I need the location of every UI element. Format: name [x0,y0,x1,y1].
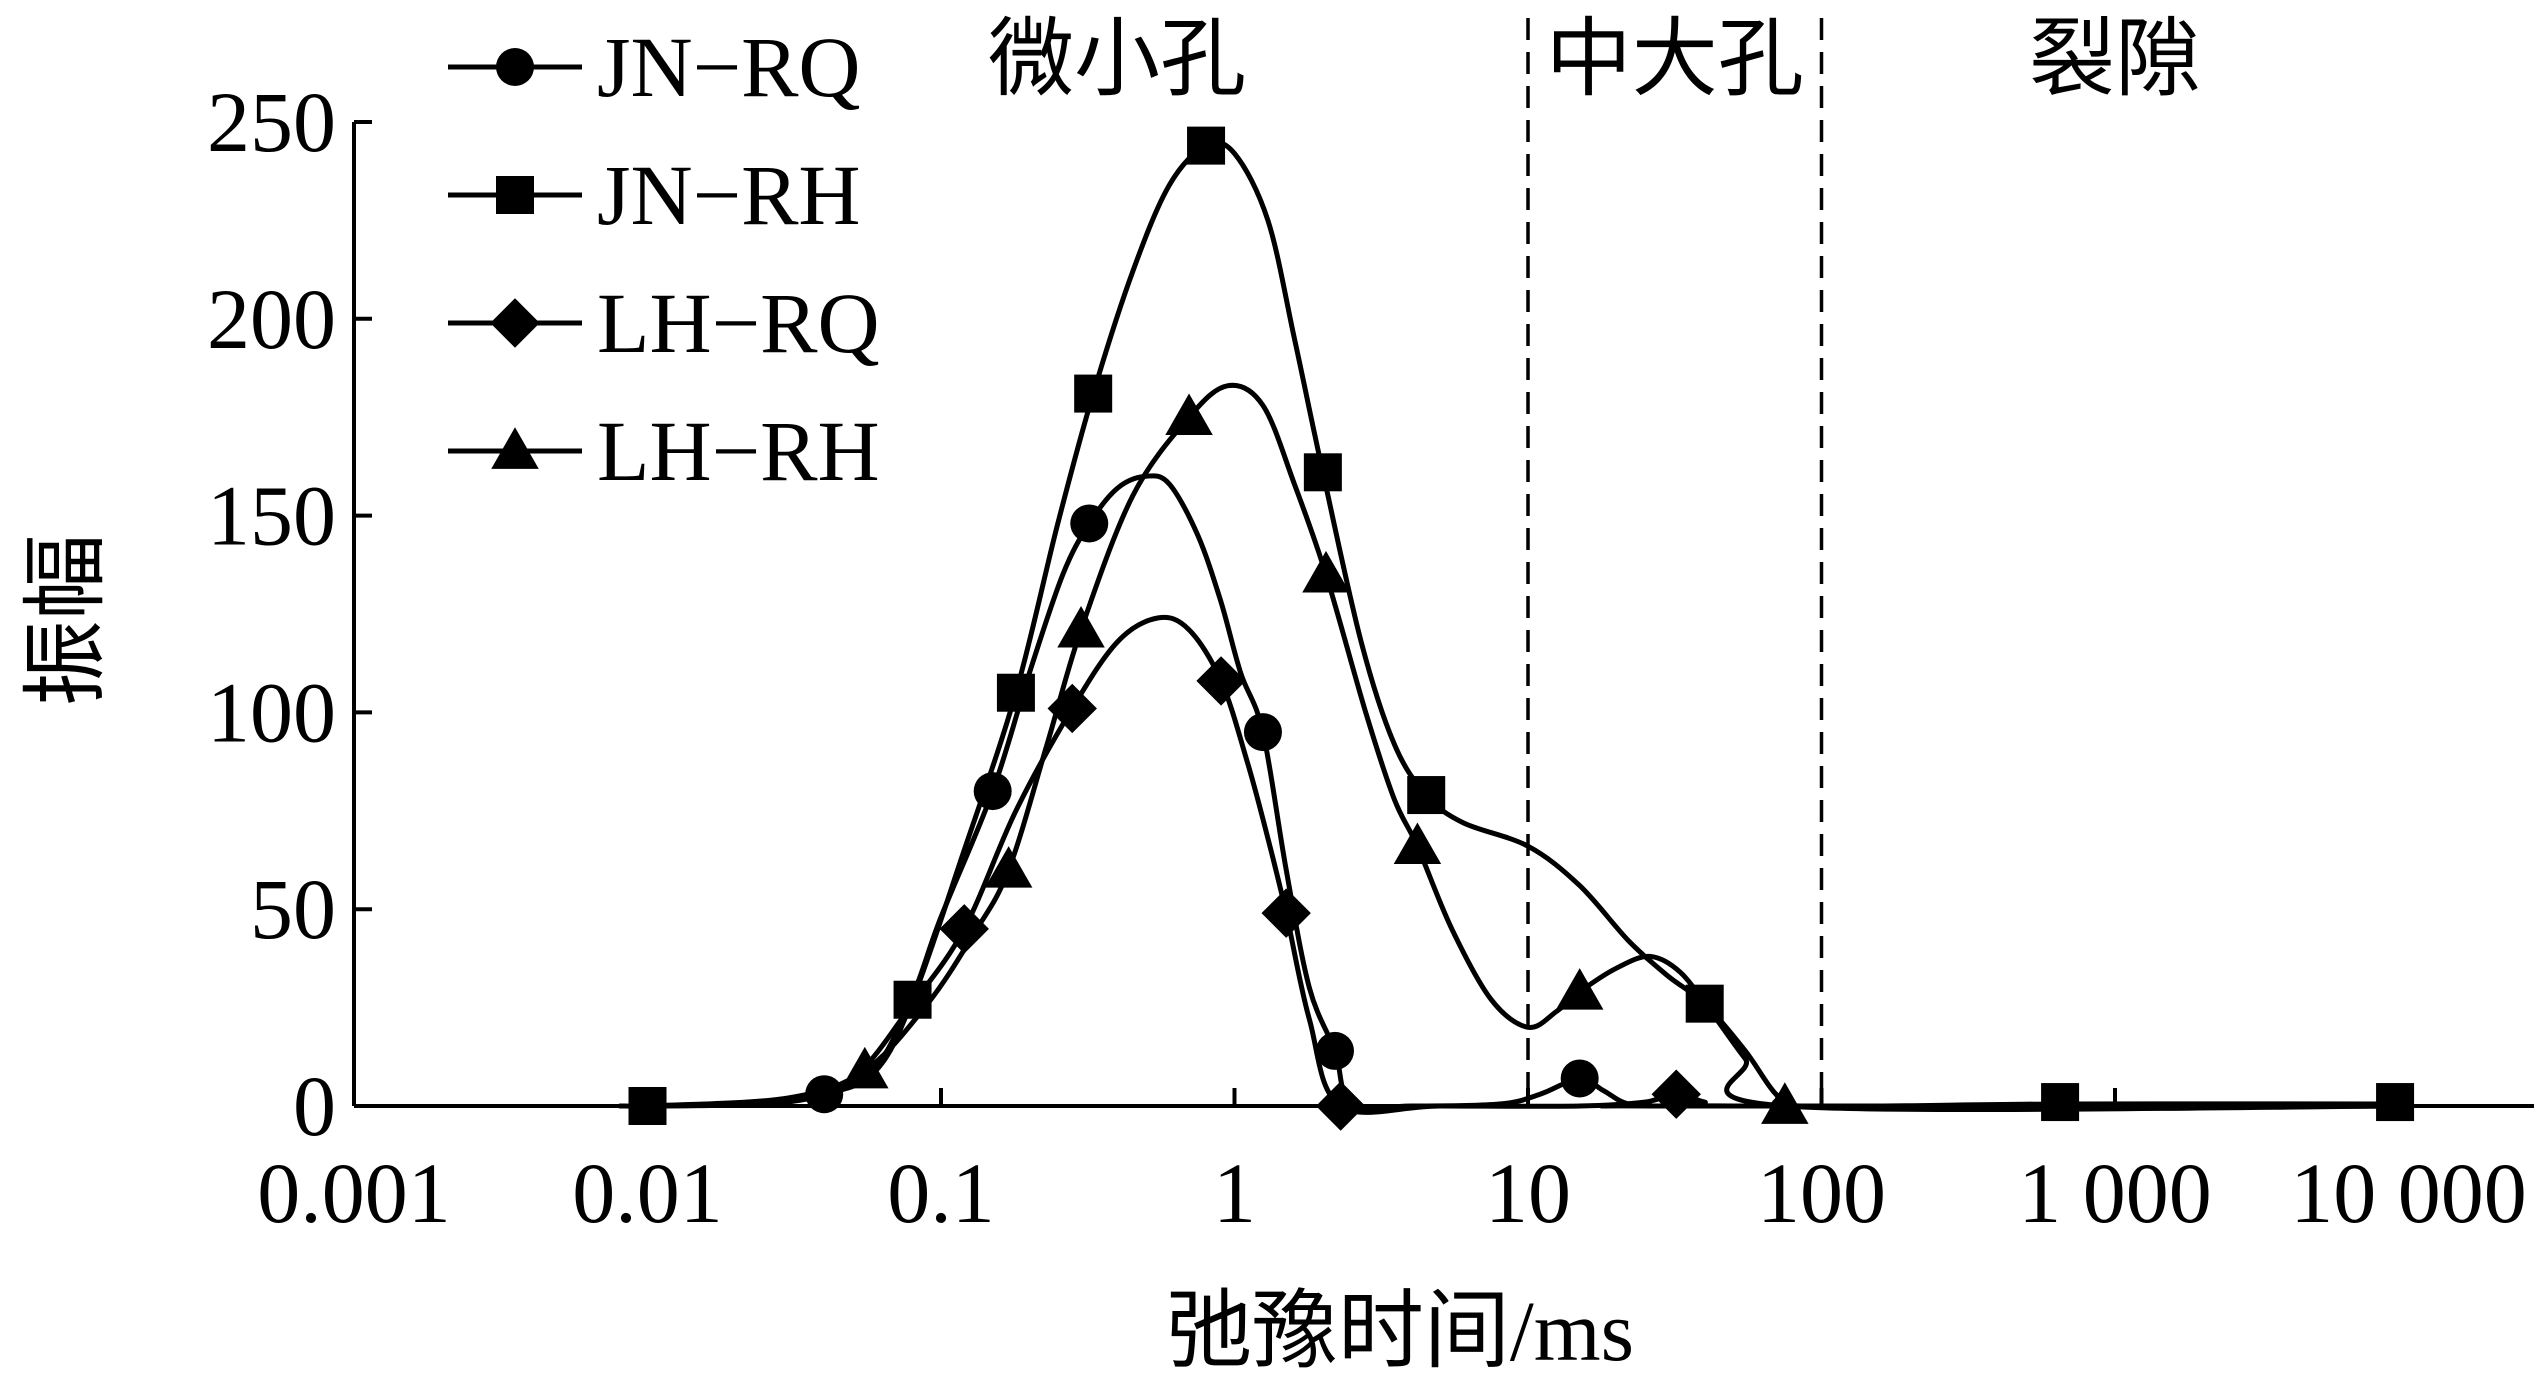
legend-marker [491,427,539,469]
y-tick-label: 200 [207,271,336,367]
region-label: 中大孔 [1546,11,1804,107]
data-point-triangle [984,846,1033,888]
data-point-circle [1316,1031,1355,1070]
x-tick-label: 100 [1757,1145,1886,1241]
legend-label: JN−RH [597,147,861,243]
data-point-diamond [1651,1069,1701,1119]
data-point-circle [1560,1059,1599,1098]
data-point-diamond [1261,888,1311,938]
data-point-square [1187,126,1226,165]
data-point-square [1303,453,1342,492]
legend-label: LH−RQ [597,275,880,371]
legend-label: LH−RH [597,403,880,499]
series-line [619,140,2396,1109]
x-tick-label: 10 [1485,1145,1571,1241]
axis-ticks: 0 50 100 150 200 250 0.001 0.01 0.1 1 10 100 1 000 10… [207,74,2527,1241]
data-point-triangle [1555,968,1604,1010]
x-axis-title: 弛豫时间/ms [1166,1283,1634,1379]
data-point-square [893,980,932,1019]
legend-marker [490,298,540,348]
x-tick-label: 0.01 [572,1145,723,1241]
data-point-square [1074,374,1113,413]
data-point-triangle [1057,605,1105,648]
data-point-diamond [1196,656,1246,706]
series-curves [619,140,2409,1115]
y-axis-title: 振幅 [18,534,114,706]
data-point-square [1685,984,1724,1023]
data-point-circle [805,1075,844,1114]
data-point-triangle [1165,393,1213,436]
data-point-triangle [1302,550,1350,593]
data-point-square [996,673,1035,712]
data-point-diamond [939,904,989,954]
y-tick-label: 50 [250,861,336,957]
region-labels: 微小孔 中大孔 裂隙 [988,11,2201,107]
data-point-diamond [1047,683,1097,734]
legend-label: JN−RQ [597,19,861,115]
y-tick-label: 250 [207,74,336,170]
data-point-circle [1070,504,1109,543]
legend-marker [496,176,534,214]
x-tick-label: 10 000 [2290,1145,2527,1241]
data-point-circle [973,772,1012,811]
region-label: 裂隙 [2029,11,2201,107]
region-label: 微小孔 [988,11,1246,107]
series-markers [628,126,2415,1131]
data-point-circle [1243,713,1282,752]
legend-marker [496,48,534,86]
x-tick-label: 1 000 [2018,1145,2212,1241]
legend: JN−RQ JN−RH LH−RQ LH−RH [448,19,880,499]
y-tick-label: 0 [293,1058,336,1154]
x-tick-label: 1 [1213,1145,1256,1241]
region-dividers [1526,18,1824,1106]
x-tick-label: 0.1 [887,1145,995,1241]
x-tick-label: 0.001 [257,1145,451,1241]
data-point-triangle [1761,1082,1809,1124]
y-tick-label: 150 [207,468,336,564]
y-tick-label: 100 [207,664,336,760]
axes [352,122,2534,1108]
data-point-triangle [841,1046,889,1089]
data-point-triangle [1393,822,1442,865]
data-point-square [2041,1083,2080,1122]
data-point-square [1407,776,1446,815]
